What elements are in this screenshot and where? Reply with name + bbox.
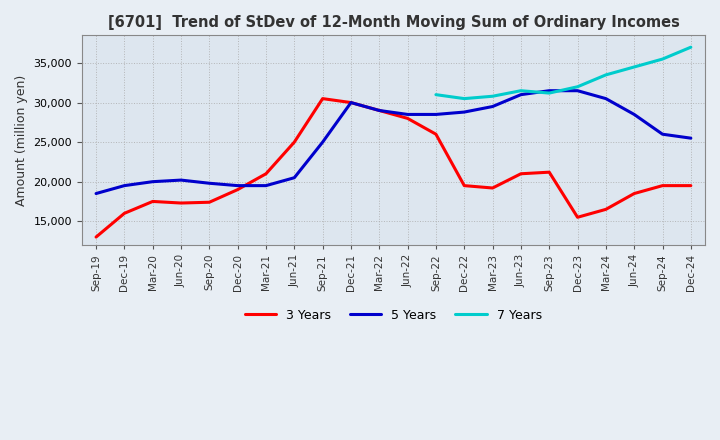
3 Years xyxy=(375,108,384,113)
3 Years xyxy=(431,132,440,137)
3 Years xyxy=(205,200,214,205)
7 Years xyxy=(431,92,440,97)
5 Years xyxy=(205,180,214,186)
5 Years xyxy=(290,175,299,180)
5 Years xyxy=(601,96,610,101)
7 Years xyxy=(516,88,525,93)
5 Years xyxy=(658,132,667,137)
5 Years xyxy=(318,139,327,145)
Line: 3 Years: 3 Years xyxy=(96,99,690,237)
3 Years xyxy=(516,171,525,176)
5 Years xyxy=(233,183,242,188)
3 Years xyxy=(545,169,554,175)
3 Years xyxy=(290,139,299,145)
5 Years xyxy=(630,112,639,117)
3 Years xyxy=(318,96,327,101)
Title: [6701]  Trend of StDev of 12-Month Moving Sum of Ordinary Incomes: [6701] Trend of StDev of 12-Month Moving… xyxy=(107,15,680,30)
5 Years xyxy=(516,92,525,97)
3 Years xyxy=(403,116,412,121)
5 Years xyxy=(460,110,469,115)
3 Years xyxy=(488,185,497,191)
7 Years xyxy=(460,96,469,101)
3 Years xyxy=(460,183,469,188)
3 Years xyxy=(658,183,667,188)
7 Years xyxy=(658,56,667,62)
Y-axis label: Amount (million yen): Amount (million yen) xyxy=(15,74,28,206)
3 Years xyxy=(601,207,610,212)
5 Years xyxy=(573,88,582,93)
5 Years xyxy=(686,136,695,141)
5 Years xyxy=(148,179,157,184)
3 Years xyxy=(233,187,242,192)
7 Years xyxy=(545,91,554,96)
3 Years xyxy=(630,191,639,196)
3 Years xyxy=(120,211,129,216)
3 Years xyxy=(176,200,185,205)
3 Years xyxy=(573,215,582,220)
5 Years xyxy=(91,191,100,196)
5 Years xyxy=(545,88,554,93)
7 Years xyxy=(573,84,582,89)
7 Years xyxy=(488,94,497,99)
7 Years xyxy=(630,64,639,70)
3 Years xyxy=(686,183,695,188)
Line: 5 Years: 5 Years xyxy=(96,91,690,194)
Legend: 3 Years, 5 Years, 7 Years: 3 Years, 5 Years, 7 Years xyxy=(240,304,546,327)
5 Years xyxy=(176,177,185,183)
Line: 7 Years: 7 Years xyxy=(436,47,690,99)
7 Years xyxy=(686,44,695,50)
5 Years xyxy=(431,112,440,117)
5 Years xyxy=(488,104,497,109)
5 Years xyxy=(346,100,355,105)
5 Years xyxy=(375,108,384,113)
3 Years xyxy=(346,100,355,105)
5 Years xyxy=(261,183,270,188)
5 Years xyxy=(120,183,129,188)
3 Years xyxy=(261,171,270,176)
7 Years xyxy=(601,72,610,77)
3 Years xyxy=(148,199,157,204)
3 Years xyxy=(91,235,100,240)
5 Years xyxy=(403,112,412,117)
